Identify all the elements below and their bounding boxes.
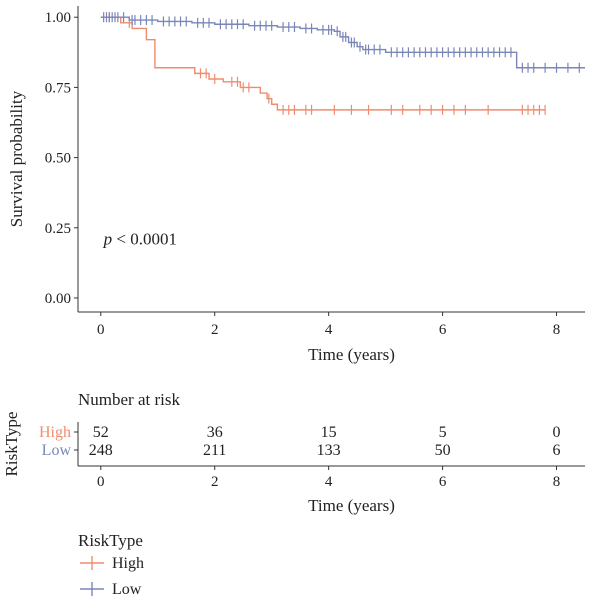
y-tick-label: 0.50 [45, 151, 71, 167]
risk-count: 50 [435, 442, 451, 459]
legend-title: RiskType [78, 531, 143, 550]
risk-table-x-label: Time (years) [308, 496, 395, 515]
risk-x-tick-label: 8 [553, 474, 561, 490]
risk-count: 0 [553, 424, 561, 441]
risk-x-tick-label: 6 [439, 474, 447, 490]
risk-row-label: Low [42, 442, 72, 459]
x-axis-ticks: 0 2 4 6 8 [97, 312, 560, 338]
legend-items: High Low [80, 555, 144, 598]
risk-x-tick-label: 4 [325, 474, 333, 490]
risk-table-title: Number at risk [78, 390, 180, 409]
risk-x-tick-label: 0 [97, 474, 105, 490]
risk-count: 6 [553, 442, 561, 459]
legend: RiskType High Low [78, 531, 144, 598]
risk-count: 52 [93, 424, 109, 441]
x-tick-label: 6 [439, 322, 447, 338]
risk-x-tick-label: 2 [211, 474, 219, 490]
p-value-text: < 0.0001 [112, 230, 177, 249]
y-tick-label: 0.75 [45, 80, 71, 96]
survival-plot: 0.00 0.25 0.50 0.75 1.00 0 2 4 6 8 Survival prob… [7, 6, 585, 364]
legend-item-low: Low [80, 581, 142, 598]
risk-count: 248 [89, 442, 113, 459]
risk-count: 133 [317, 442, 341, 459]
legend-label: Low [112, 581, 142, 598]
risk-table-x-ticks: 0 2 4 6 8 [97, 466, 560, 490]
legend-item-high: High [80, 555, 144, 572]
y-tick-label: 1.00 [45, 10, 71, 26]
survival-curves [100, 12, 585, 115]
y-axis-label: Survival probability [7, 90, 26, 227]
risk-count: 36 [207, 424, 223, 441]
x-tick-label: 0 [97, 322, 105, 338]
y-tick-label: 0.00 [45, 291, 71, 307]
survival-curve-high [100, 16, 546, 111]
p-symbol: p [103, 230, 113, 249]
y-tick-label: 0.25 [45, 221, 71, 237]
risk-count: 5 [439, 424, 447, 441]
legend-label: High [112, 555, 144, 572]
y-axis-ticks: 0.00 0.25 0.50 0.75 1.00 [45, 10, 78, 307]
x-axis-label: Time (years) [308, 345, 395, 364]
risk-table-y-label: RiskType [2, 412, 21, 477]
survival-curve-low [100, 16, 585, 69]
risk-row-label: High [39, 424, 71, 441]
risk-count: 211 [203, 442, 226, 459]
x-tick-label: 8 [553, 322, 561, 338]
p-value-annotation: p < 0.0001 [103, 230, 177, 249]
risk-count: 15 [321, 424, 337, 441]
x-tick-label: 4 [325, 322, 333, 338]
x-tick-label: 2 [211, 322, 219, 338]
